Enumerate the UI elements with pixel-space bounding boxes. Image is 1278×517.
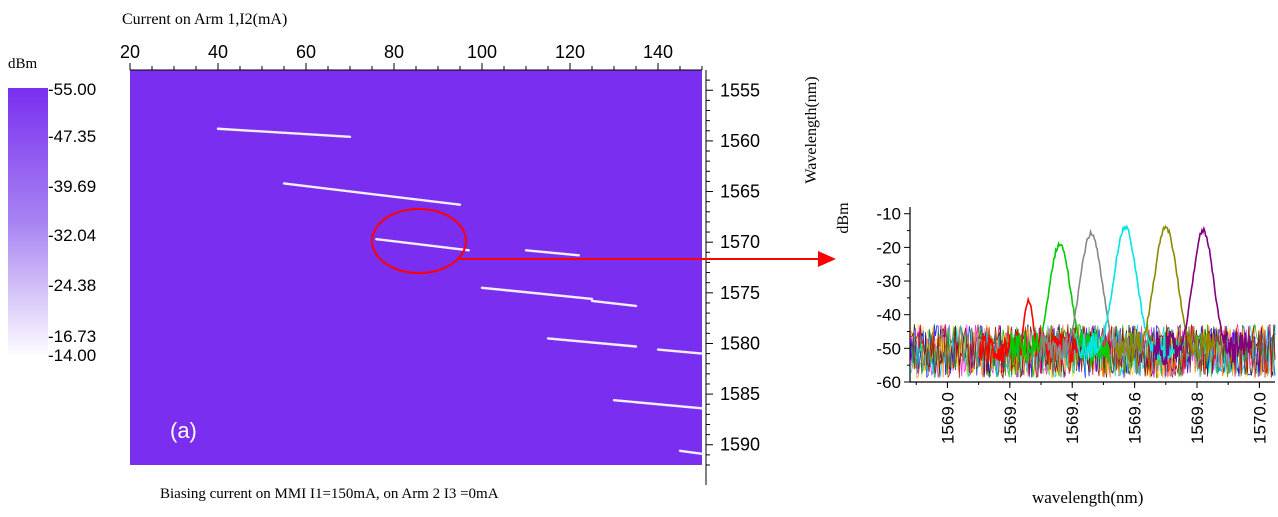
colorbar-tick-label: -39.69 (48, 177, 97, 196)
heatmap-x-tick-label: 60 (296, 42, 316, 62)
spectrum-peak-series (1152, 225, 1254, 366)
spectrum-y-tick-label: -40 (876, 306, 901, 325)
panel-label: (a) (170, 418, 197, 443)
heatmap-x-tick-label: 40 (208, 42, 228, 62)
caption: Biasing current on MMI I1=150mA, on Arm … (160, 486, 499, 502)
spectrum-y-tick-label: -20 (876, 238, 901, 257)
heatmap-x-tick-label: 140 (643, 42, 673, 62)
lasing-line (546, 337, 638, 348)
heatmap-y-tick-label: 1570 (720, 232, 760, 252)
lasing-line (678, 449, 704, 456)
spectrum-peak-series (978, 296, 1079, 365)
heatmap-y-tick-label: 1560 (720, 131, 760, 151)
spectrum-y-tick-label: -60 (876, 373, 901, 392)
lasing-line (216, 127, 352, 139)
colorbar (8, 88, 48, 358)
heatmap-y-tick-label: 1565 (720, 182, 760, 202)
spectrum-x-tick-label: 1569.6 (1126, 392, 1145, 444)
lasing-line (590, 299, 638, 308)
heatmap-x-tick-label: 120 (555, 42, 585, 62)
spectrum-x-tick-label: 1570.0 (1250, 392, 1269, 444)
colorbar-tick-label: -47.35 (48, 127, 97, 146)
spectrum-x-tick-label: 1569.8 (1188, 392, 1207, 444)
noise-trace (910, 323, 1276, 380)
colorbar-unit: dBm (8, 56, 38, 72)
heatmap-y-tick-label: 1585 (720, 384, 760, 404)
spectrum-y-tick-label: -30 (876, 272, 901, 291)
lasing-line (612, 398, 704, 410)
heatmap-x-tick-label: 20 (120, 42, 140, 62)
lasing-line (524, 249, 580, 257)
colorbar-tick-label: -14.00 (48, 346, 97, 365)
spectrum-y-tick-label: -10 (876, 205, 901, 224)
top-axis-label: Current on Arm 1,I2(mA) (122, 11, 288, 28)
heatmap-y-tick-label: 1575 (720, 283, 760, 303)
heatmap-y-tick-label: 1580 (720, 333, 760, 353)
heatmap-x-tick-label: 80 (384, 42, 404, 62)
spectrum-x-tick-label: 1569.2 (1001, 392, 1020, 444)
spectrum-peak-series (1115, 224, 1216, 362)
heatmap-y-tick-label: 1590 (720, 435, 760, 455)
lasing-line (375, 237, 470, 252)
lasing-line (656, 348, 704, 355)
lasing-line (282, 182, 462, 206)
spectrum-x-tick-label: 1569.0 (938, 392, 957, 444)
colorbar-tick-label: -24.38 (48, 276, 97, 295)
spectrum-xlabel: wavelength(nm) (1032, 488, 1144, 507)
highlight-ellipse (371, 208, 467, 274)
colorbar-tick-label: -16.73 (48, 327, 97, 346)
spectrum-x-tick-label: 1569.4 (1063, 392, 1082, 444)
heatmap-area (130, 70, 702, 465)
spectrum-peak-series (1074, 224, 1176, 362)
heatmap-y-tick-label: 1555 (720, 80, 760, 100)
colorbar-tick-label: -32.04 (48, 226, 97, 245)
colorbar-tick-label: -55.00 (48, 80, 97, 99)
spectrum-y-tick-label: -50 (876, 339, 901, 358)
heatmap-x-tick-label: 100 (467, 42, 497, 62)
pointer-arrowhead (818, 251, 836, 267)
lasing-line (480, 286, 594, 301)
